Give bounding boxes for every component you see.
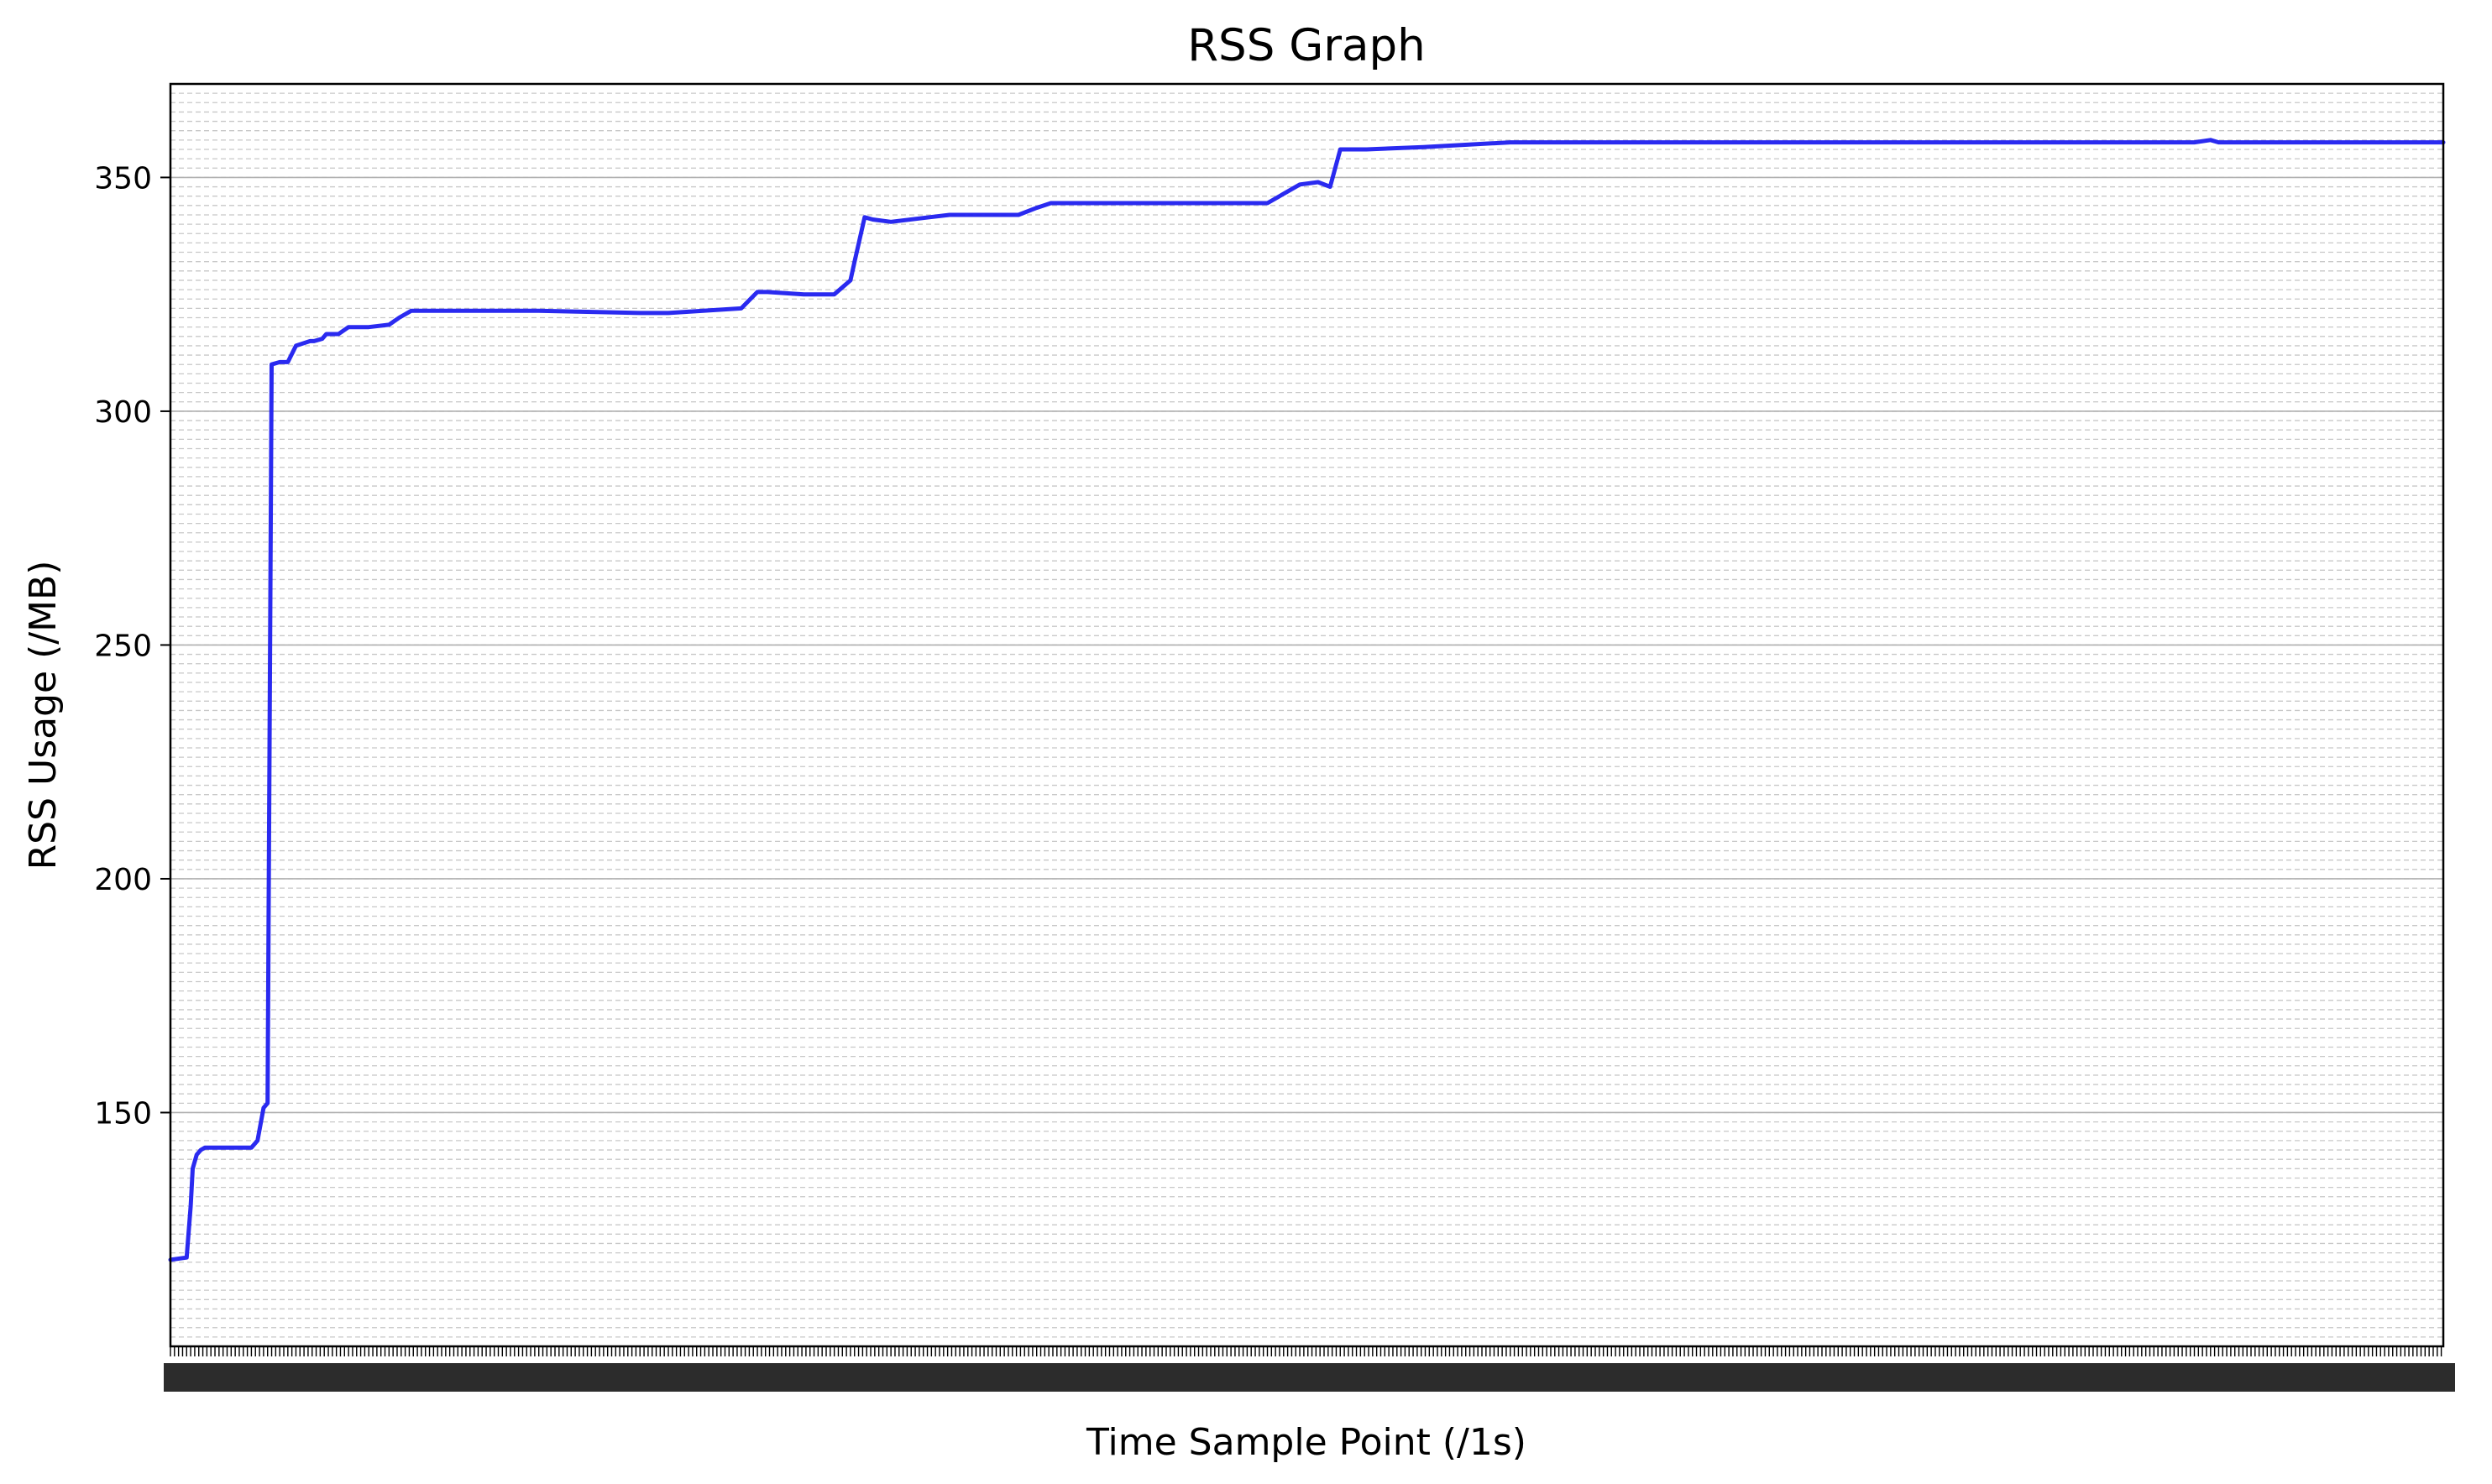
y-tick-label: 300 [94, 395, 152, 430]
y-tick-label: 150 [94, 1096, 152, 1131]
y-axis-label: RSS Usage (/MB) [22, 561, 65, 870]
y-tick-label: 250 [94, 629, 152, 663]
x-tick-labels-overlap [164, 1363, 2455, 1392]
x-axis-ticks [164, 1346, 2455, 1392]
grid-lines [170, 92, 2443, 1338]
axes-frame [169, 82, 2445, 1348]
chart-title: RSS Graph [1187, 20, 1426, 71]
x-axis-label: Time Sample Point (/1s) [1086, 1421, 1526, 1464]
y-axis-ticks: 150 200 250 300 350 [94, 161, 170, 1131]
y-tick-label: 200 [94, 863, 152, 897]
series-group [168, 138, 2446, 1262]
x-tick-marks [170, 1346, 2442, 1356]
y-tick-label: 350 [94, 161, 152, 196]
series-line-0 [168, 138, 2446, 1262]
plot-area [170, 84, 2443, 1346]
